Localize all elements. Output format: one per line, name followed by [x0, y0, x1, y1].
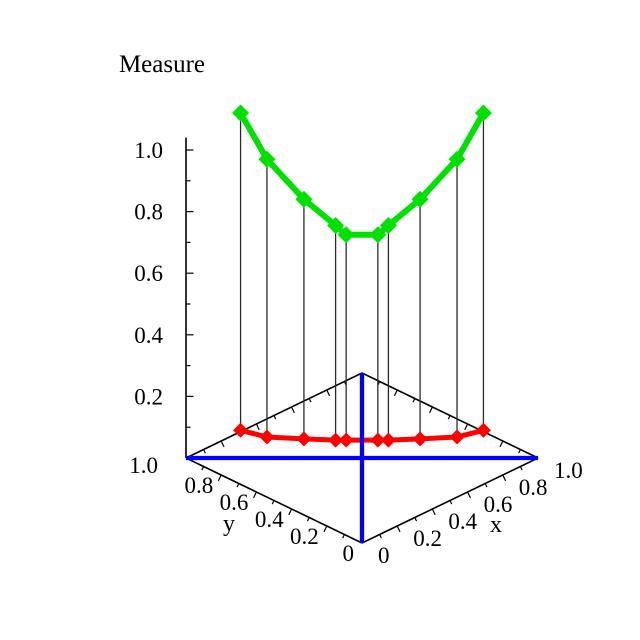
y-axis-edge-tick	[342, 534, 345, 539]
z-tick-label: 0.6	[134, 261, 163, 286]
y-tick-label: 0.6	[220, 490, 249, 515]
x-axis-edge-tick	[431, 508, 436, 516]
x-axis-title: x	[490, 512, 502, 538]
y-axis-edge-tick	[323, 525, 328, 533]
x-axis-edge-tick	[414, 517, 418, 522]
far-left-edge-tick	[273, 415, 277, 420]
far-left-edge-tick	[291, 406, 295, 414]
y-axis-edge-tick	[306, 517, 310, 522]
far-left-edge-tick	[220, 440, 225, 448]
far-right-edge-tick	[429, 406, 433, 414]
y-axis-edge-tick	[217, 474, 222, 482]
upper-series-marker	[369, 226, 387, 244]
y-axis-title: y	[223, 511, 235, 537]
upper-series-marker	[411, 190, 429, 208]
far-left-edge-tick	[255, 423, 260, 431]
lower-series-marker	[380, 432, 396, 448]
upper-series-marker	[337, 226, 355, 244]
plot-layers: 0.20.40.60.81.000.20.40.60.81.000.20.40.…	[129, 104, 583, 568]
far-left-edge-tick	[326, 389, 331, 397]
y-axis-edge-tick	[288, 508, 293, 516]
upper-series-marker	[295, 190, 313, 208]
x-axis-edge-tick	[502, 474, 507, 482]
x-axis-edge-tick	[379, 534, 382, 539]
lower-series-marker	[233, 422, 249, 438]
lower-series-marker	[259, 429, 275, 445]
y-tick-label: 1.0	[129, 453, 158, 478]
upper-series-marker	[258, 150, 276, 168]
z-tick-label: 0.2	[134, 384, 163, 409]
far-right-edge-tick	[412, 398, 416, 403]
y-tick-label: 0.4	[255, 507, 284, 532]
upper-series-marker	[474, 104, 492, 122]
far-right-edge-tick	[464, 423, 469, 431]
y-tick-label: 0	[343, 541, 355, 566]
y-tick-label: 0.8	[184, 473, 213, 498]
upper-series-line	[237, 111, 487, 238]
upper-series-marker	[379, 216, 397, 234]
x-tick-label: 0.4	[448, 509, 477, 534]
x-tick-label: 0	[378, 543, 390, 568]
y-tick-label: 0.2	[290, 524, 319, 549]
z-tick-label: 1.0	[134, 138, 163, 163]
upper-series-marker	[232, 104, 250, 122]
x-tick-label: 0.8	[519, 475, 548, 500]
z-tick-label: 0.8	[134, 200, 163, 225]
y-axis-edge-tick	[271, 500, 275, 505]
y-axis-edge-tick	[201, 466, 205, 471]
far-right-edge-tick	[499, 440, 504, 448]
x-axis-edge-tick	[396, 525, 401, 533]
x-axis-edge-tick	[484, 483, 488, 488]
lower-series-marker	[475, 422, 491, 438]
upper-series-marker	[327, 216, 345, 234]
lower-series-marker	[370, 432, 386, 448]
x-axis-edge-tick	[449, 500, 453, 505]
x-tick-label: 1.0	[554, 458, 583, 483]
z-tick-label: 0.4	[134, 323, 163, 348]
lower-series-marker	[296, 431, 312, 447]
x-tick-label: 0.6	[484, 492, 513, 517]
far-right-edge-tick	[518, 449, 521, 454]
lower-series-marker	[328, 432, 344, 448]
upper-series-marker	[448, 150, 466, 168]
x-axis-edge-tick	[467, 491, 471, 499]
lower-series-marker	[338, 432, 354, 448]
far-right-edge-tick	[447, 415, 451, 420]
far-left-edge-tick	[308, 398, 312, 403]
far-right-edge-tick	[393, 389, 398, 397]
x-tick-label: 0.2	[413, 526, 442, 551]
y-axis-edge-tick	[236, 483, 240, 488]
far-left-edge-tick	[203, 449, 206, 454]
lower-series-marker	[449, 429, 465, 445]
x-axis-edge-tick	[519, 466, 523, 471]
z-axis-title: Measure	[119, 51, 205, 78]
y-axis-edge-tick	[253, 491, 257, 499]
lower-series-marker	[412, 431, 428, 447]
